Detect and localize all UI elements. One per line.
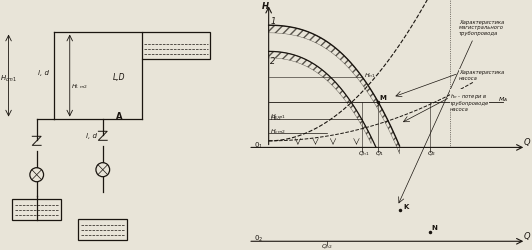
Text: $H_{cm1}$: $H_{cm1}$ [270,112,286,121]
Text: Характеристика
магистрального
трубопровода: Характеристика магистрального трубопрово… [459,20,504,36]
Text: 1: 1 [270,17,276,26]
Text: $H_{n1}$: $H_{n1}$ [364,71,376,80]
Text: $Q_{n1}$: $Q_{n1}$ [358,148,370,157]
Text: Характеристика
насоса: Характеристика насоса [459,70,504,80]
Text: $H_{cm2}$: $H_{cm2}$ [270,126,286,135]
Text: L,D: L,D [113,73,125,82]
Bar [142,32,211,60]
Text: M: M [379,95,386,101]
Text: l, d: l, d [38,70,49,76]
Text: $Q_2$: $Q_2$ [427,148,436,157]
Text: Q: Q [523,138,530,146]
Text: 2: 2 [270,57,276,66]
Text: $0_1$: $0_1$ [254,140,263,150]
Bar [12,199,61,220]
Text: $Q_{n2}$: $Q_{n2}$ [321,241,334,250]
Text: l, d: l, d [86,132,97,138]
Text: $H_{l.m2}$: $H_{l.m2}$ [71,82,88,90]
Text: $H_{n2}$: $H_{n2}$ [270,114,282,122]
Text: Q: Q [523,231,530,240]
Text: $M_A$: $M_A$ [498,95,509,104]
Text: $0_2$: $0_2$ [254,233,263,243]
Text: $H_{cm1}$: $H_{cm1}$ [0,73,18,83]
Text: H: H [261,2,268,11]
Text: K: K [403,204,409,210]
Text: A: A [116,112,123,121]
Bar [78,219,127,240]
Text: $h_п$ - потери в
трубопроводе
насоса: $h_п$ - потери в трубопроводе насоса [450,91,489,112]
Text: $Q_1$: $Q_1$ [375,148,384,157]
Text: N: N [431,224,437,230]
